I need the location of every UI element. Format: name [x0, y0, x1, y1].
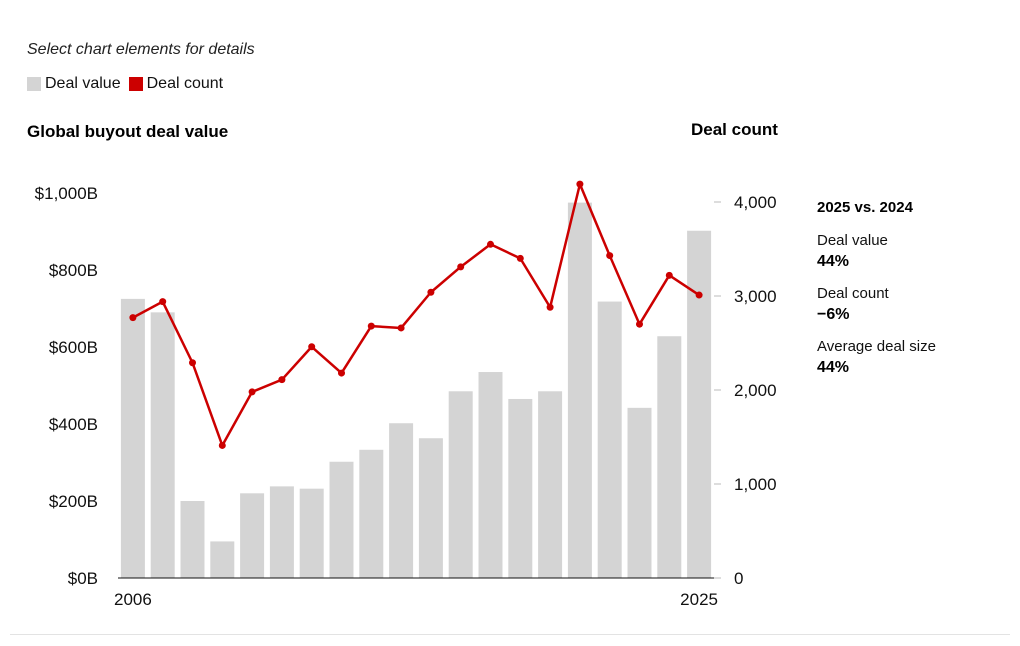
deal-value-bar-2017[interactable] — [448, 391, 473, 578]
deal-count-point-2010[interactable] — [248, 388, 256, 396]
deal-count-point-2022[interactable] — [606, 252, 614, 260]
deal-value-swatch — [27, 77, 41, 91]
deal-count-point-2008[interactable] — [189, 359, 196, 367]
stat-value: −6% — [817, 306, 850, 323]
deal-count-point-2024[interactable] — [665, 271, 673, 279]
deal-value-bar-2016[interactable] — [418, 438, 443, 578]
stat-deal-value: Deal value 44% — [817, 232, 1007, 271]
deal-count-point-2011[interactable] — [278, 376, 286, 384]
deal-value-bar-2009[interactable] — [210, 541, 235, 578]
right-tick-label: 1,000 — [734, 475, 777, 494]
stat-label: Deal count — [817, 285, 889, 302]
legend-item-deal-count[interactable]: Deal count — [128, 75, 224, 93]
legend: Deal value Deal count — [27, 75, 231, 93]
deal-value-bar-2025[interactable] — [687, 230, 712, 579]
deal-value-bar-2022[interactable] — [597, 301, 622, 578]
deal-value-bar-2023[interactable] — [627, 407, 652, 578]
deal-count-point-2006[interactable] — [129, 314, 137, 322]
stat-label: Average deal size — [817, 338, 936, 355]
stat-label: Deal value — [817, 232, 888, 249]
deal-value-bar-2015[interactable] — [389, 423, 414, 578]
deal-value-bar-2012[interactable] — [299, 488, 324, 578]
deal-value-bars — [120, 202, 712, 579]
deal-value-bar-2011[interactable] — [269, 486, 294, 578]
left-tick-label: $200B — [49, 492, 98, 511]
chart-hint: Select chart elements for details — [27, 41, 255, 58]
left-tick-label: $800B — [49, 261, 98, 280]
stat-value: 44% — [817, 359, 850, 376]
deal-value-bar-2014[interactable] — [359, 449, 384, 578]
deal-count-point-2013[interactable] — [338, 369, 345, 377]
stat-average-deal-size: Average deal size 44% — [817, 338, 1007, 377]
chart-title: Global buyout deal value — [27, 122, 229, 141]
deal-value-bar-2013[interactable] — [329, 461, 354, 578]
comparison-panel: 2025 vs. 2024 Deal value 44% Deal count … — [817, 199, 1007, 391]
deal-value-bar-2018[interactable] — [478, 372, 503, 578]
deal-value-bar-2021[interactable] — [567, 202, 592, 578]
deal-count-point-2018[interactable] — [487, 240, 494, 248]
deal-count-point-2007[interactable] — [159, 298, 167, 306]
deal-count-point-2015[interactable] — [397, 324, 405, 332]
deal-count-point-2012[interactable] — [308, 343, 316, 351]
right-tick-label: 2,000 — [734, 381, 777, 400]
left-tick-label: $400B — [49, 415, 98, 434]
x-label-first: 2006 — [114, 590, 152, 609]
deal-count-point-2021[interactable] — [576, 180, 584, 188]
bottom-divider — [10, 634, 1010, 635]
deal-count-point-2019[interactable] — [516, 254, 524, 262]
left-tick-label: $1,000B — [35, 184, 98, 203]
right-axis: 0 1,000 2,000 3,000 4,000 — [714, 193, 777, 588]
legend-label-deal-count: Deal count — [146, 75, 224, 92]
deal-count-point-2020[interactable] — [546, 303, 554, 311]
deal-count-swatch — [128, 77, 143, 91]
deal-count-line[interactable] — [132, 182, 700, 447]
deal-value-bar-2024[interactable] — [657, 336, 682, 578]
stat-value: 44% — [817, 253, 850, 270]
legend-label-deal-value: Deal value — [45, 75, 121, 92]
deal-value-bar-2020[interactable] — [538, 391, 563, 578]
comparison-title: 2025 vs. 2024 — [817, 199, 913, 216]
deal-value-bar-2006[interactable] — [120, 298, 145, 578]
stat-deal-count: Deal count −6% — [817, 285, 1007, 324]
deal-value-bar-2007[interactable] — [150, 312, 175, 578]
deal-count-points — [129, 180, 703, 449]
left-axis: $0B $200B $400B $600B $800B $1,000B — [35, 184, 98, 588]
deal-count-point-2014[interactable] — [367, 322, 375, 330]
deal-value-bar-2019[interactable] — [508, 398, 533, 578]
deal-value-bar-2008[interactable] — [180, 501, 205, 578]
right-tick-label: 3,000 — [734, 287, 777, 306]
deal-count-point-2017[interactable] — [457, 263, 465, 271]
right-tick-label: 0 — [734, 569, 743, 588]
x-label-last: 2025 — [680, 590, 718, 609]
right-axis-title: Deal count — [691, 120, 778, 139]
deal-value-bar-2010[interactable] — [240, 493, 265, 578]
deal-count-point-2023[interactable] — [636, 320, 643, 328]
left-tick-label: $600B — [49, 338, 98, 357]
deal-count-point-2009[interactable] — [218, 441, 226, 449]
deal-count-point-2025[interactable] — [695, 291, 703, 299]
left-tick-label: $0B — [68, 569, 98, 588]
deal-count-point-2016[interactable] — [427, 288, 435, 296]
legend-item-deal-value[interactable]: Deal value — [27, 75, 121, 93]
right-tick-label: 4,000 — [734, 193, 777, 212]
